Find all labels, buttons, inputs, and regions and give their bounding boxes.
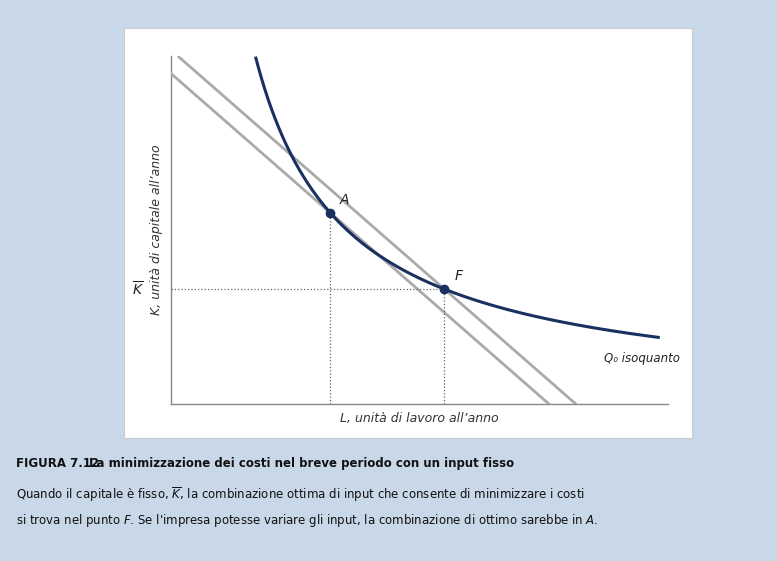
Text: si trova nel punto $F$. Se l'impresa potesse variare gli input, la combinazione : si trova nel punto $F$. Se l'impresa pot… bbox=[16, 512, 598, 528]
Text: Q₀ isoquanto: Q₀ isoquanto bbox=[604, 352, 680, 365]
Text: La minimizzazione dei costi nel breve periodo con un input fisso: La minimizzazione dei costi nel breve pe… bbox=[89, 457, 514, 470]
Text: F: F bbox=[455, 269, 462, 283]
Text: FIGURA 7.12: FIGURA 7.12 bbox=[16, 457, 99, 470]
Text: A: A bbox=[340, 193, 350, 207]
Text: $\overline{K}$: $\overline{K}$ bbox=[131, 280, 144, 298]
Text: Quando il capitale è fisso, $\overline{K}$, la combinazione ottima di input che : Quando il capitale è fisso, $\overline{K… bbox=[16, 485, 584, 504]
X-axis label: L, unità di lavoro all’anno: L, unità di lavoro all’anno bbox=[340, 412, 499, 425]
Y-axis label: K, unità di capitale all’anno: K, unità di capitale all’anno bbox=[150, 145, 162, 315]
